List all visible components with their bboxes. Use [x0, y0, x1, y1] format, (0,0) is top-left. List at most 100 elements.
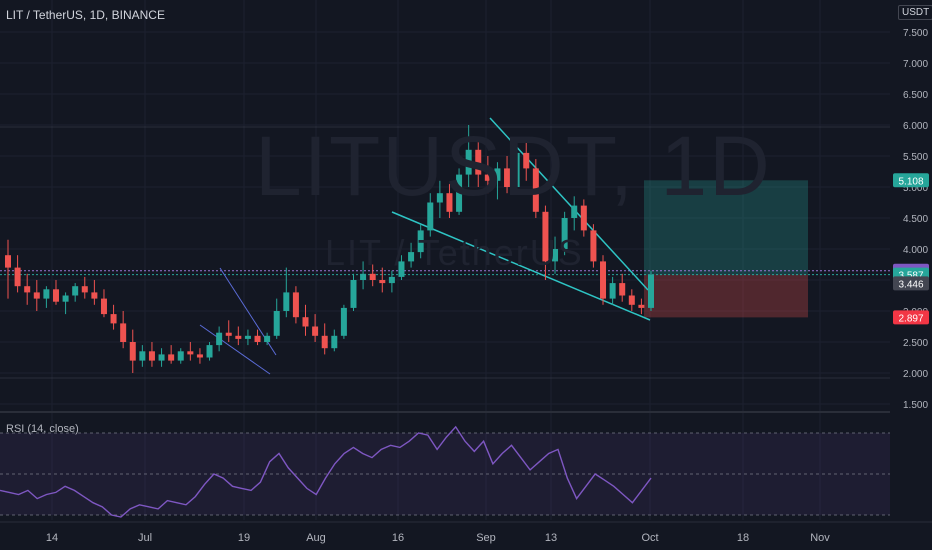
price-tick-label: 6.000: [903, 121, 928, 132]
time-tick-label: Nov: [810, 532, 830, 544]
candle-body: [532, 168, 539, 212]
candle-body: [43, 289, 50, 299]
candle-body: [216, 332, 223, 346]
price-tick-label: 7.000: [903, 59, 928, 70]
price-badge: [893, 276, 929, 291]
wedge-lower-line: [391, 211, 651, 321]
candle-body: [235, 335, 242, 339]
candle-body: [264, 335, 271, 342]
candle-body: [513, 152, 520, 187]
price-badge-label: 3.446: [898, 279, 923, 290]
candle-body: [369, 273, 376, 280]
candle-body: [206, 345, 213, 358]
rsi-indicator-label[interactable]: RSI (14, close): [6, 423, 79, 435]
candle-body: [475, 149, 482, 175]
candle-body: [177, 351, 184, 361]
candle-body: [81, 286, 88, 293]
candle-body: [609, 283, 616, 299]
candle-body: [638, 304, 645, 308]
candle-body: [148, 351, 155, 361]
candle-body: [494, 168, 501, 181]
candle-body: [417, 230, 424, 253]
candle-body: [456, 174, 463, 212]
candle-body: [552, 249, 559, 262]
time-tick-label: 18: [737, 532, 749, 544]
candle-body: [398, 261, 405, 277]
candle-body: [542, 211, 549, 262]
symbol-watermark-sub: LIT / TetherUS: [325, 232, 584, 273]
currency-unit-badge[interactable]: USDT: [898, 5, 932, 20]
candle-body: [5, 255, 11, 268]
candle-body: [312, 326, 319, 336]
candle-body: [331, 335, 338, 349]
trend-lines: [199, 117, 651, 375]
loss-zone: [644, 274, 808, 318]
price-tick-label: 2.500: [903, 338, 928, 349]
candle-body: [158, 354, 165, 361]
price-tick-label: 4.500: [903, 214, 928, 225]
time-axis[interactable]: 14 Jul 19 Aug 16 Sep 13 Oct 18 Nov: [0, 521, 932, 544]
price-badge-label: 3.587: [898, 271, 923, 282]
profit-zone: [644, 180, 808, 275]
candle-body: [561, 218, 568, 249]
candle-body: [139, 351, 146, 361]
candle-body: [273, 311, 280, 336]
candle-body: [100, 298, 107, 315]
candle-body: [504, 168, 511, 187]
candle-body: [436, 193, 443, 203]
candle-body: [388, 276, 395, 284]
price-tick-label: 6.500: [903, 90, 928, 101]
candle-body: [62, 295, 69, 302]
candle-body: [120, 323, 127, 342]
candle-body: [14, 267, 21, 287]
candle-body: [91, 292, 98, 299]
candle-body: [302, 317, 309, 327]
candle-body: [254, 335, 261, 342]
chart-title[interactable]: LIT / TetherUS, 1D, BINANCE: [6, 8, 165, 22]
price-tick-label: 5.000: [903, 183, 928, 194]
time-tick-label: Sep: [476, 532, 496, 544]
chart-grid: [0, 0, 890, 520]
rsi-pane: 60.0040.00: [0, 425, 927, 518]
price-tick-label: 7.500: [903, 28, 928, 39]
candle-body: [168, 354, 175, 361]
candle-body: [72, 286, 79, 296]
candle-series: [5, 125, 654, 373]
candle-body: [484, 174, 491, 181]
time-tick-label: Jul: [138, 532, 152, 544]
candle-body: [196, 354, 203, 358]
candle-body: [590, 230, 597, 262]
candle-body: [52, 289, 59, 302]
candle-body: [340, 307, 347, 336]
price-tick-label: 4.000: [903, 245, 928, 256]
candle-body: [408, 252, 415, 262]
candle-body: [446, 193, 453, 212]
candle-body: [225, 332, 232, 336]
candle-body: [321, 335, 328, 349]
price-tick-label: 5.500: [903, 152, 928, 163]
small-wedge-lower: [199, 324, 271, 375]
candle-body: [619, 283, 626, 296]
candle-body: [379, 280, 386, 284]
candle-body: [580, 205, 587, 231]
price-badge: [893, 173, 929, 188]
rsi-line: [0, 425, 652, 518]
candle-body: [571, 205, 578, 218]
candle-body: [427, 202, 434, 231]
time-tick-label: Oct: [641, 532, 658, 544]
time-tick-label: Aug: [306, 532, 326, 544]
candle-body: [187, 351, 194, 355]
symbol-watermark: LITUSDT, 1D: [255, 119, 772, 213]
candle-body: [129, 342, 136, 361]
candle-body: [110, 314, 117, 324]
candle-body: [465, 149, 472, 175]
candle-body: [648, 274, 654, 308]
candle-body: [292, 292, 299, 318]
candle-body: [24, 286, 31, 293]
candle-body: [350, 280, 357, 308]
candle-body: [628, 295, 635, 305]
candle-body: [523, 152, 530, 169]
price-badge-label: 2.897: [898, 313, 923, 324]
